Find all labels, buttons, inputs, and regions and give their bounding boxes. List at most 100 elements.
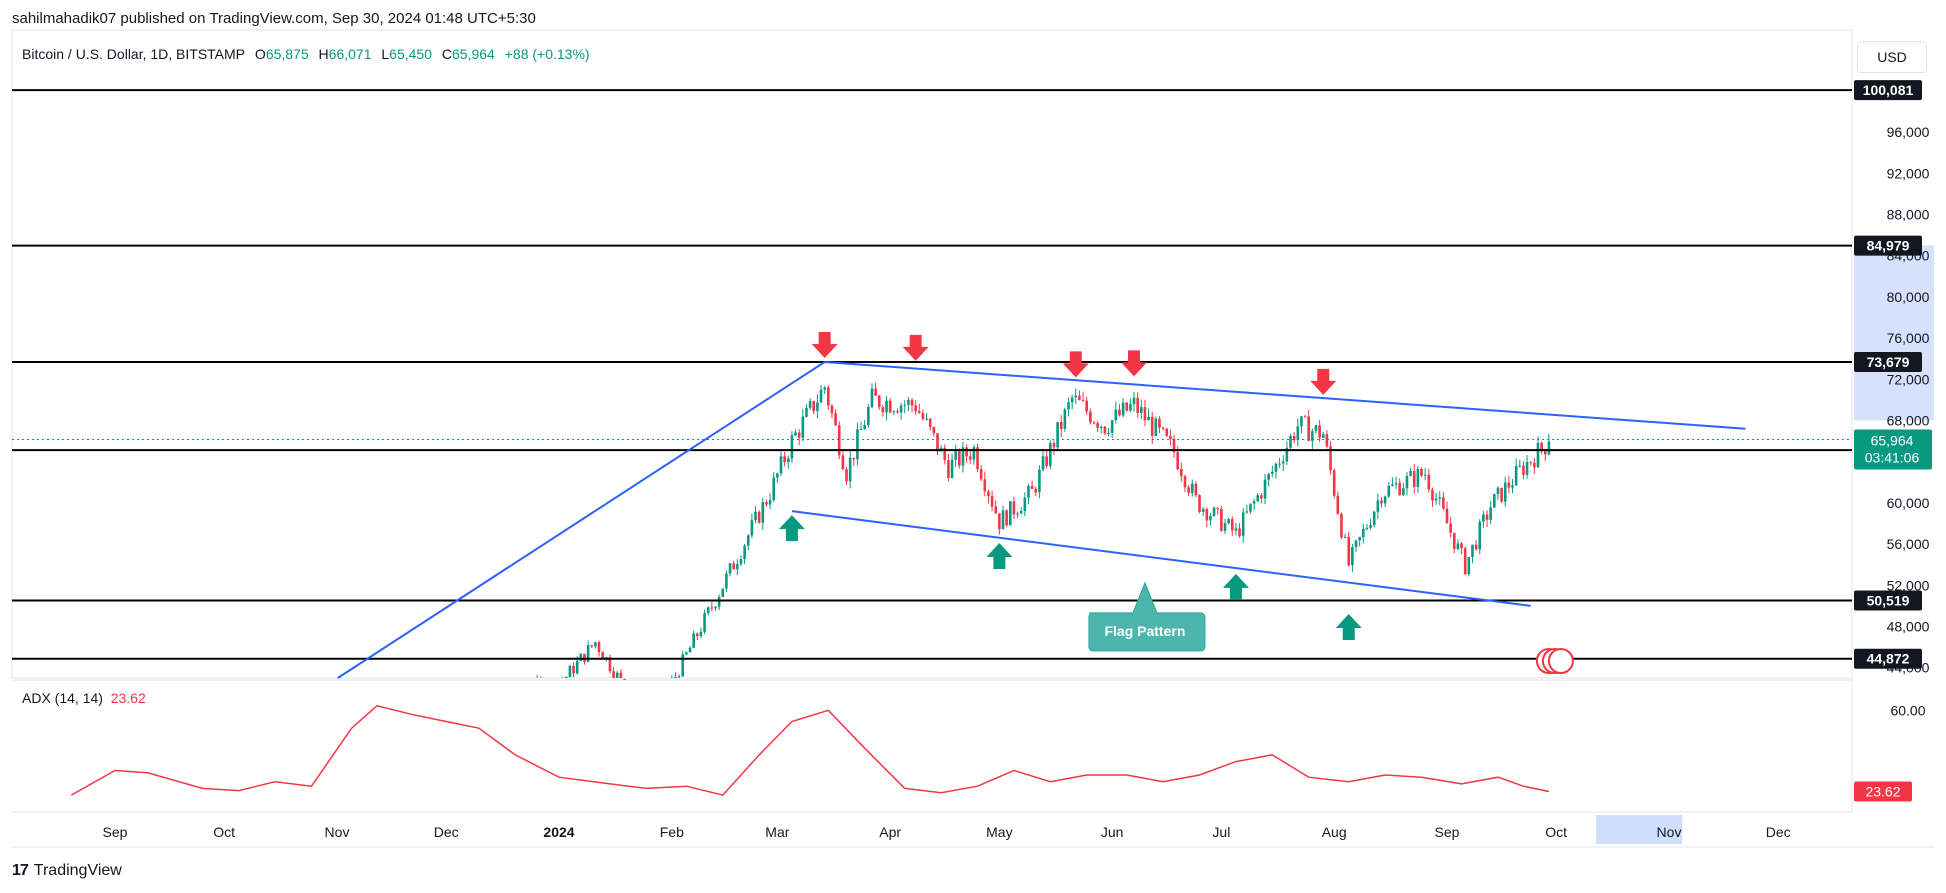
candle-body — [765, 502, 768, 505]
candle-body — [954, 451, 957, 460]
candle-body — [681, 654, 685, 677]
candle-body — [805, 407, 808, 417]
candle-body — [1449, 523, 1452, 533]
price-range-highlight — [1854, 245, 1934, 421]
time-tick-label: Nov — [325, 824, 350, 840]
candle-body — [1522, 465, 1525, 475]
candle-body — [783, 456, 786, 463]
main-pane-frame — [11, 29, 1853, 679]
candle-body — [1194, 483, 1198, 496]
candle-body — [1038, 469, 1041, 493]
adx-tick-label: 60.00 — [1890, 702, 1925, 718]
candle-body — [1361, 528, 1365, 538]
candle-body — [761, 502, 765, 523]
candle-body — [1540, 442, 1543, 450]
flag-upper-trendline[interactable] — [824, 361, 1746, 430]
candle-body — [1267, 473, 1270, 480]
candle-body — [976, 447, 979, 470]
economic-event-icon[interactable] — [1547, 648, 1574, 674]
low-value: 65,450 — [389, 46, 432, 62]
candle-body — [736, 564, 739, 570]
candle-body — [1500, 487, 1503, 502]
candle-body — [1107, 432, 1110, 434]
candle-body — [699, 631, 703, 637]
candle-body — [932, 427, 936, 434]
candle-body — [601, 652, 604, 660]
time-tick-label: Sep — [103, 824, 128, 840]
price-tick-label: 92,000 — [1887, 165, 1930, 181]
time-tick-label: Nov — [1657, 824, 1682, 840]
time-tick-label: Jun — [1101, 824, 1124, 840]
candle-body — [834, 413, 837, 426]
candle-body — [1289, 435, 1292, 448]
candle-body — [1056, 422, 1059, 448]
candle-body — [961, 447, 965, 466]
candle-body — [786, 458, 790, 463]
candle-body — [1150, 416, 1154, 436]
last-price-label: 65,964 — [1871, 432, 1914, 448]
candle-body — [1507, 482, 1511, 488]
candle-body — [990, 496, 994, 507]
candle-body — [1402, 488, 1405, 495]
candle-body — [998, 513, 1001, 530]
candle-body — [728, 563, 732, 574]
candle-body — [1321, 434, 1325, 438]
candle-body — [1311, 431, 1314, 441]
rally-trendline[interactable] — [337, 361, 826, 679]
candle-body — [1023, 497, 1027, 512]
price-tick-label: 72,000 — [1887, 371, 1930, 387]
candle-body — [768, 500, 772, 505]
candle-body — [757, 511, 761, 523]
candle-body — [1394, 483, 1398, 485]
time-tick-label: 2024 — [543, 824, 574, 840]
candle-body — [721, 588, 725, 597]
candle-body — [1467, 556, 1471, 575]
candle-body — [1118, 409, 1121, 416]
candle-body — [808, 401, 812, 408]
candle-body — [1132, 397, 1136, 405]
candle-body — [1543, 449, 1547, 455]
countdown-label: 03:41:06 — [1865, 449, 1920, 465]
candle-body — [1252, 501, 1256, 504]
level-84979-label: 84,979 — [1867, 238, 1910, 254]
candle-body — [1041, 456, 1045, 470]
flag-pattern-callout[interactable] — [1088, 581, 1206, 652]
candle-body — [1034, 488, 1038, 493]
brand-name: TradingView — [33, 862, 122, 879]
candle-body — [717, 596, 721, 607]
candle-body — [892, 411, 896, 413]
candle-body — [1351, 547, 1354, 566]
candle-body — [943, 447, 947, 461]
time-tick-label: Apr — [879, 824, 901, 840]
footer-brand[interactable]: 17 TradingView — [12, 862, 122, 880]
candle-body — [1343, 536, 1347, 538]
candle-body — [1070, 397, 1074, 403]
candle-body — [1249, 503, 1252, 512]
candle-body — [885, 400, 888, 413]
candle-body — [823, 387, 826, 390]
candle-body — [1110, 420, 1114, 433]
candle-body — [874, 388, 877, 396]
price-tick-label: 52,000 — [1887, 577, 1930, 593]
candle-body — [1169, 435, 1172, 440]
candle-body — [1092, 422, 1096, 424]
candle-body — [1176, 452, 1179, 470]
candle-body — [958, 451, 961, 466]
candle-body — [706, 607, 710, 614]
candle-body — [677, 676, 681, 678]
currency-button[interactable]: USD — [1857, 41, 1927, 73]
price-tick-label: 88,000 — [1887, 207, 1930, 223]
high-value: 66,071 — [328, 46, 372, 62]
support-up-arrow-icon — [1335, 614, 1362, 641]
candle-body — [1165, 428, 1169, 436]
candle-body — [594, 642, 597, 647]
change-value: +88 (+0.13%) — [504, 46, 590, 62]
candle-body — [1533, 462, 1536, 468]
resistance-down-arrow-icon — [902, 334, 929, 361]
candle-body — [888, 400, 892, 413]
candle-body — [1238, 528, 1241, 536]
flag-lower-trendline[interactable] — [791, 510, 1531, 607]
candle-body — [1442, 497, 1445, 509]
candle-body — [772, 477, 776, 501]
